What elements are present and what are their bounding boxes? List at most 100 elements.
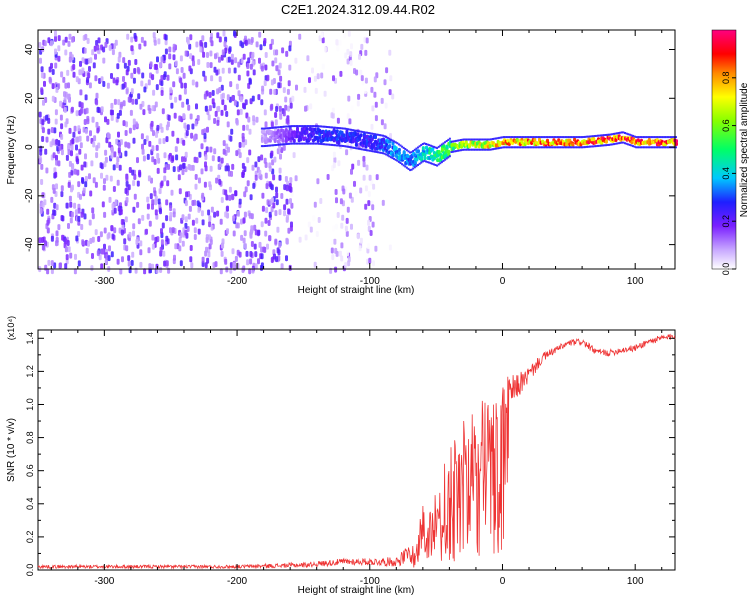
heatmap-noise-cell — [346, 48, 350, 55]
heatmap-ridge-edge — [313, 142, 316, 145]
heatmap-noise-cell — [371, 221, 375, 228]
heatmap-ridge-edge — [483, 138, 486, 141]
heatmap-noise-cell — [169, 212, 173, 218]
heatmap-ridge-cell — [592, 136, 596, 141]
heatmap-noise-cell — [237, 61, 241, 68]
heatmap-noise-cell — [67, 82, 70, 89]
heatmap-noise-cell — [226, 94, 230, 101]
heatmap-noise-cell — [55, 183, 58, 190]
heatmap-noise-cell — [217, 156, 221, 163]
heatmap-noise-cell — [264, 64, 268, 71]
heatmap-noise-cell — [41, 201, 45, 208]
heatmap-noise-cell — [38, 42, 42, 48]
heatmap-ridge-edge — [569, 136, 572, 139]
heatmap-noise-cell — [224, 189, 228, 196]
heatmap-noise-cell — [151, 203, 154, 210]
heatmap-noise-cell — [137, 218, 141, 225]
heatmap-noise-cell — [203, 75, 207, 82]
heatmap-ridge-edge — [531, 136, 534, 139]
heatmap-noise-cell — [59, 114, 63, 121]
heatmap-noise-cell — [347, 73, 351, 80]
heatmap-ridge-edge — [267, 144, 270, 147]
heatmap-noise-cell — [180, 82, 184, 89]
heatmap-noise-cell — [362, 174, 366, 181]
heatmap-noise-cell — [70, 106, 74, 113]
snr-y-tick-label: 1.4 — [25, 332, 35, 345]
heatmap-noise-cell — [161, 108, 165, 115]
heatmap-noise-cell — [264, 172, 268, 179]
heatmap-noise-cell — [139, 103, 143, 110]
heatmap-noise-cell — [108, 196, 112, 203]
heatmap-noise-cell — [201, 256, 205, 263]
heatmap-ridge-edge — [606, 133, 609, 136]
heatmap-noise-cell — [235, 119, 239, 126]
heatmap-noise-cell — [147, 79, 151, 86]
heatmap-x-tick-label: 0 — [500, 276, 506, 287]
heatmap-ridge-edge — [514, 136, 517, 139]
heatmap-ridge-edge — [272, 126, 275, 129]
heatmap-noise-cell — [130, 72, 134, 79]
heatmap-ridge-edge — [461, 148, 464, 151]
heatmap-noise-cell — [339, 70, 343, 77]
heatmap-ridge-edge — [474, 138, 477, 141]
heatmap-noise-cell — [275, 106, 279, 112]
heatmap-noise-cell — [184, 229, 188, 236]
heatmap-noise-cell — [143, 139, 147, 145]
heatmap-noise-cell — [388, 89, 392, 96]
heatmap-ridge-edge — [635, 136, 638, 139]
heatmap-ridge-edge — [425, 160, 427, 163]
heatmap-noise-cell — [228, 186, 232, 193]
heatmap-noise-cell — [110, 225, 114, 232]
heatmap-noise-cell — [248, 77, 252, 84]
heatmap-noise-cell — [275, 49, 279, 56]
heatmap-noise-cell — [141, 143, 144, 150]
heatmap-noise-cell — [235, 83, 239, 90]
heatmap-ridge-edge — [628, 143, 631, 146]
heatmap-noise-cell — [357, 159, 361, 166]
heatmap-ridge-edge — [635, 146, 638, 149]
heatmap-ridge-edge — [603, 134, 606, 137]
heatmap-noise-cell — [211, 90, 215, 96]
heatmap-noise-cell — [60, 191, 64, 198]
heatmap-noise-cell — [367, 200, 371, 207]
heatmap-ridge-edge — [447, 138, 450, 141]
heatmap-ridge-cell — [273, 139, 277, 143]
heatmap-noise-cell — [193, 234, 197, 240]
heatmap-noise-cell — [367, 243, 370, 250]
heatmap-ridge-edge — [491, 148, 494, 151]
heatmap-noise-cell — [39, 57, 42, 64]
heatmap-ridge-edge — [393, 140, 396, 143]
heatmap-ridge-edge — [283, 125, 286, 128]
heatmap-noise-cell — [172, 81, 176, 88]
heatmap-noise-cell — [71, 138, 75, 144]
heatmap-ridge-edge — [461, 138, 464, 141]
heatmap-noise-cell — [244, 39, 248, 46]
heatmap-noise-cell — [173, 254, 176, 261]
heatmap-ridge-edge — [452, 140, 454, 143]
heatmap-ridge-edge — [300, 142, 303, 145]
heatmap-ridge-edge — [440, 161, 443, 164]
heatmap-noise-cell — [129, 109, 133, 116]
heatmap-noise-cell — [250, 54, 254, 61]
heatmap-noise-cell — [127, 255, 131, 262]
heatmap-noise-cell — [96, 44, 100, 51]
heatmap-ridge-cell — [675, 142, 678, 146]
heatmap-ridge-edge — [506, 146, 509, 149]
heatmap-ridge-edge — [409, 169, 412, 172]
heatmap-noise-cell — [385, 67, 389, 74]
heatmap-ridge-cell — [369, 134, 373, 139]
heatmap-ridge-cell — [296, 127, 299, 132]
heatmap-noise-cell — [270, 103, 274, 110]
heatmap-noise-cell — [270, 79, 274, 86]
heatmap-noise-cell — [289, 225, 293, 232]
heatmap-noise-cell — [93, 135, 97, 142]
heatmap-noise-cell — [59, 262, 62, 269]
heatmap-ridge-edge — [534, 146, 537, 149]
heatmap-ridge-edge — [428, 161, 431, 164]
heatmap-noise-cell — [45, 114, 49, 121]
heatmap-ridge-edge — [504, 146, 507, 149]
heatmap-noise-cell — [191, 123, 195, 130]
heatmap-noise-cell — [248, 212, 252, 219]
heatmap-ridge-edge — [334, 126, 337, 129]
